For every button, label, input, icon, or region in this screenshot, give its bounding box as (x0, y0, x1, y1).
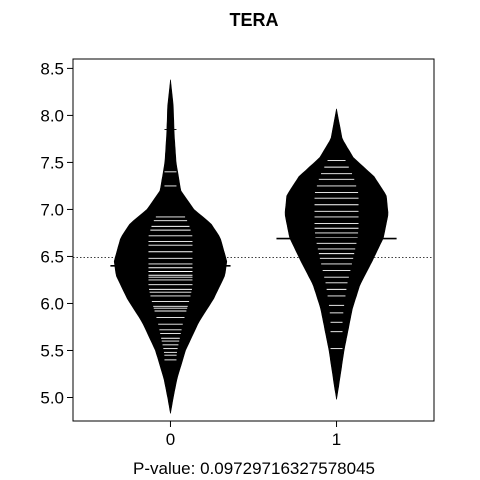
x-tick-label-1: 1 (332, 430, 341, 449)
bean-1 (284, 108, 389, 400)
y-tick-label-6.0: 6.0 (40, 294, 64, 313)
chart-title: TERA (230, 10, 279, 30)
x-axis-label: P-value: 0.09729716327578045 (133, 459, 375, 478)
plot-frame (72, 58, 435, 422)
y-tick-label-7.0: 7.0 (40, 200, 64, 219)
y-tick-label-8.5: 8.5 (40, 59, 64, 78)
x-tick-label-0: 0 (166, 430, 175, 449)
beans-layer (73, 79, 434, 414)
y-tick-label-7.5: 7.5 (40, 153, 64, 172)
bean-0 (113, 79, 228, 414)
y-tick-label-8.0: 8.0 (40, 106, 64, 125)
y-tick-label-6.5: 6.5 (40, 247, 64, 266)
y-tick-label-5.5: 5.5 (40, 341, 64, 360)
y-axis: 5.0 5.5 6.0 6.5 7.0 7.5 8.0 8.5 (40, 59, 73, 407)
y-tick-label-5.0: 5.0 (40, 388, 64, 407)
